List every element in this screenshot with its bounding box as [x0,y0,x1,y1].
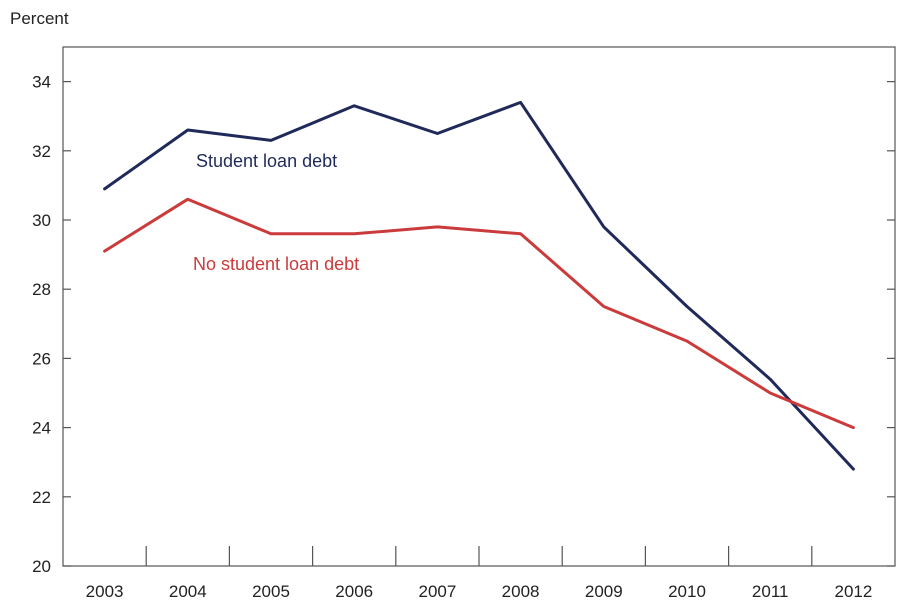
y-tick-label: 24 [32,419,51,438]
series-lines [103,100,855,471]
y-axis-unit-label: Percent [10,9,69,28]
plot-frame [62,46,896,567]
y-tick-label: 28 [32,280,51,299]
x-tick-label: 2008 [502,582,540,601]
series-label-no-student-loan-debt: No student loan debt [193,254,359,274]
y-tick-label: 26 [32,349,51,368]
series-line-student-loan-debt [103,100,855,471]
x-tick-label: 2012 [834,582,872,601]
x-tick-label: 2007 [418,582,456,601]
y-axis-left: 20 22 24 26 28 30 32 34 [32,73,71,576]
y-tick-label: 20 [32,557,51,576]
y-tick-label: 22 [32,488,51,507]
y-tick-label: 30 [32,211,51,230]
x-axis: 2003 2004 2005 2006 2007 2008 2009 2010 2011 2012 [86,546,872,601]
x-tick-label: 2005 [252,582,290,601]
x-tick-label: 2003 [86,582,124,601]
x-tick-label: 2009 [585,582,623,601]
series-label-student-loan-debt: Student loan debt [196,151,337,171]
y-tick-label: 32 [32,142,51,161]
y-tick-label: 34 [32,73,51,92]
x-tick-label: 2011 [752,582,789,601]
series-line-no-student-loan-debt [103,197,855,430]
x-tick-label: 2006 [335,582,373,601]
y-axis-right [887,80,895,567]
x-tick-label: 2010 [668,582,706,601]
x-tick-label: 2004 [169,582,207,601]
